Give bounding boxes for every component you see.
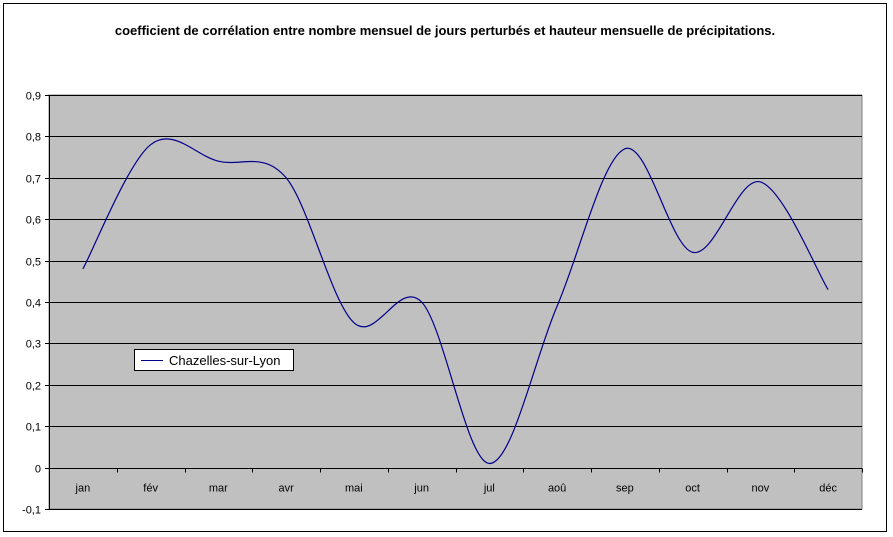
x-tick-label: nov (752, 483, 770, 495)
x-tick-label: avr (278, 483, 294, 495)
x-tick-label: jul (483, 483, 495, 495)
legend-label: Chazelles-sur-Lyon (169, 352, 281, 368)
x-tick-label: mai (345, 483, 363, 495)
legend: Chazelles-sur-Lyon (134, 349, 294, 371)
x-tick-label: jan (75, 483, 91, 495)
x-tick-label: fév (143, 483, 158, 495)
x-tick-label: oct (685, 483, 700, 495)
y-tick-label: 0,9 (26, 91, 41, 103)
x-tick-label: sep (616, 483, 634, 495)
y-tick-label: 0,5 (26, 257, 41, 269)
y-tick-label: 0,3 (26, 339, 41, 351)
y-tick-label: 0,8 (26, 132, 41, 144)
x-tick-labels: jan fév mar avr mai jun jul aoû sep oct nov déc (75, 483, 838, 495)
axes (45, 95, 863, 510)
y-tick-label: 0,1 (26, 422, 41, 434)
legend-swatch (141, 359, 163, 361)
x-tick-label: mar (209, 483, 228, 495)
x-tick-label: déc (819, 483, 837, 495)
x-tick-label: aoû (548, 483, 566, 495)
grid-lines (49, 95, 862, 510)
y-tick-label: 0,4 (26, 298, 41, 310)
series-line-chazelles-sur-lyon (82, 138, 829, 465)
y-tick-labels: -0,1 0 0,1 0,2 0,3 0,4 0,5 0,6 0,7 0,8 0,9 (22, 91, 41, 517)
x-tick-label: jun (413, 483, 429, 495)
y-tick-label: 0,2 (26, 381, 41, 393)
chart-title: coefficient de corrélation entre nombre … (114, 23, 776, 38)
y-tick-label: 0,7 (26, 174, 41, 186)
series-lines (82, 138, 829, 465)
y-tick-label: -0,1 (22, 505, 41, 517)
y-tick-label: 0 (35, 464, 41, 476)
y-tick-label: 0,6 (26, 215, 41, 227)
